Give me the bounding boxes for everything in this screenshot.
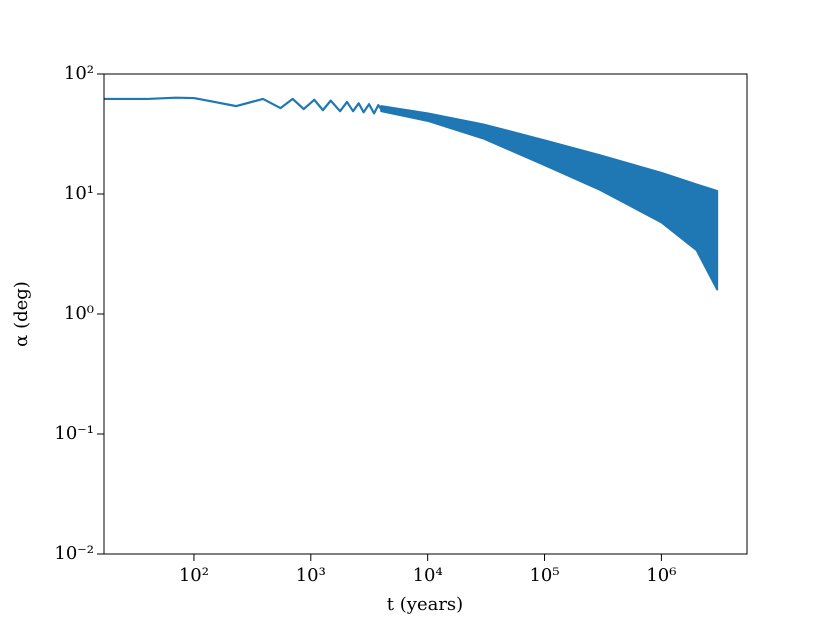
x-tick-label: 10³ [296, 565, 326, 586]
x-tick-label: 10² [179, 565, 209, 586]
y-axis-label: α (deg) [11, 281, 32, 347]
y-tick-label: 10⁰ [64, 303, 94, 324]
plot-frame [103, 73, 748, 555]
data-line [104, 96, 383, 115]
x-tick-label: 10⁶ [646, 565, 676, 586]
oscillation-band [380, 105, 719, 291]
y-tick-label: 10² [64, 63, 94, 84]
x-tick-label: 10⁴ [413, 565, 443, 586]
x-tick-label: 10⁵ [529, 565, 559, 586]
x-axis-label: t (years) [387, 594, 463, 615]
y-tick-label: 10⁻¹ [54, 423, 94, 444]
y-tick-label: 10¹ [64, 183, 94, 204]
y-tick-label: 10⁻² [54, 543, 94, 564]
